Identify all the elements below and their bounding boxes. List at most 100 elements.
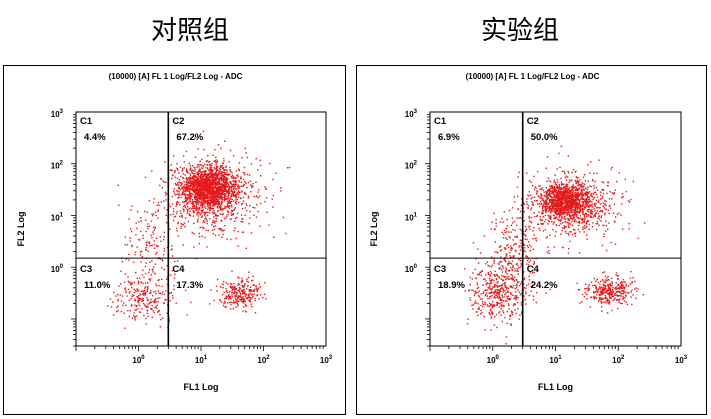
event-dot — [124, 327, 126, 329]
event-dot — [123, 312, 125, 314]
event-dot — [567, 211, 569, 214]
event-dot — [214, 202, 216, 204]
event-dot — [186, 189, 188, 191]
event-dot — [526, 203, 528, 205]
event-dot — [179, 204, 181, 206]
event-dot — [187, 202, 189, 205]
event-dot — [604, 279, 607, 281]
event-dot — [201, 235, 203, 237]
event-dot — [251, 279, 253, 282]
event-dot — [177, 197, 179, 199]
event-dot — [206, 167, 209, 169]
event-dot — [234, 296, 236, 298]
event-dot — [209, 206, 212, 209]
event-dot — [139, 293, 141, 295]
event-dot — [228, 181, 231, 183]
event-dot — [553, 197, 555, 199]
event-dot — [202, 187, 204, 189]
event-dot — [536, 215, 538, 217]
event-dot — [129, 237, 131, 239]
event-dot — [187, 177, 190, 179]
event-dot — [211, 191, 213, 193]
event-dot — [576, 193, 578, 195]
event-dot — [548, 179, 550, 182]
event-dot — [546, 251, 548, 253]
event-dot — [559, 166, 561, 169]
event-dot — [196, 173, 198, 176]
event-dot — [209, 196, 211, 198]
event-dot — [619, 292, 621, 294]
event-dot — [199, 189, 201, 191]
event-dot — [622, 284, 624, 286]
event-dot — [134, 298, 136, 300]
event-dot — [128, 299, 131, 301]
event-dot — [554, 198, 557, 201]
event-dot — [229, 173, 231, 176]
event-dot — [583, 221, 585, 223]
event-dot — [564, 172, 566, 174]
event-dot — [569, 204, 571, 206]
event-dot — [111, 301, 114, 303]
event-dot — [541, 212, 543, 214]
event-dot — [197, 175, 199, 178]
event-dot — [232, 176, 235, 178]
event-dot — [234, 298, 237, 300]
event-dot — [223, 302, 225, 304]
event-dot — [160, 240, 162, 242]
event-dot — [207, 192, 210, 194]
event-dot — [598, 201, 600, 203]
event-dot — [600, 210, 602, 212]
minor-ticks — [71, 113, 324, 351]
event-dot — [146, 245, 148, 247]
event-dot — [246, 204, 248, 207]
event-dot — [234, 294, 236, 297]
event-dot — [533, 175, 535, 178]
event-dot — [205, 197, 208, 199]
event-dot — [217, 181, 219, 183]
event-dot — [634, 288, 636, 290]
event-dot — [538, 195, 540, 198]
event-dot — [571, 179, 573, 181]
event-dot — [265, 298, 267, 300]
event-dot — [174, 194, 176, 196]
event-dot — [551, 190, 554, 192]
event-dot — [593, 197, 595, 199]
event-dot — [601, 310, 603, 312]
event-dot — [486, 304, 489, 306]
event-dot — [517, 308, 519, 310]
event-dot — [590, 161, 592, 163]
event-dot — [219, 208, 222, 210]
event-dot — [163, 207, 166, 209]
event-dot — [220, 219, 222, 221]
event-dot — [220, 174, 222, 177]
event-dot — [207, 183, 210, 185]
event-dot — [553, 179, 555, 182]
event-dot — [604, 289, 606, 291]
event-dot — [129, 291, 131, 293]
event-dot — [186, 314, 188, 316]
event-dot — [562, 202, 564, 204]
event-dot — [597, 300, 600, 303]
event-dot — [622, 287, 625, 289]
event-dot — [231, 174, 234, 177]
event-dot — [498, 302, 500, 305]
event-dot — [157, 301, 159, 303]
event-dot — [185, 181, 187, 183]
event-dot — [259, 286, 261, 288]
event-dot — [620, 287, 623, 289]
event-dot — [203, 195, 205, 198]
event-dot — [189, 195, 191, 197]
event-dot — [222, 233, 224, 236]
event-dot — [176, 163, 178, 165]
event-dot — [120, 270, 122, 272]
event-dot — [545, 193, 547, 196]
event-dot — [248, 296, 250, 298]
event-dot — [229, 170, 232, 173]
event-dot — [191, 187, 193, 190]
event-dot — [137, 280, 140, 282]
event-dot — [616, 307, 619, 310]
event-dot — [578, 224, 580, 227]
event-dot — [571, 214, 573, 216]
event-dot — [218, 193, 220, 196]
event-dot — [228, 296, 231, 298]
